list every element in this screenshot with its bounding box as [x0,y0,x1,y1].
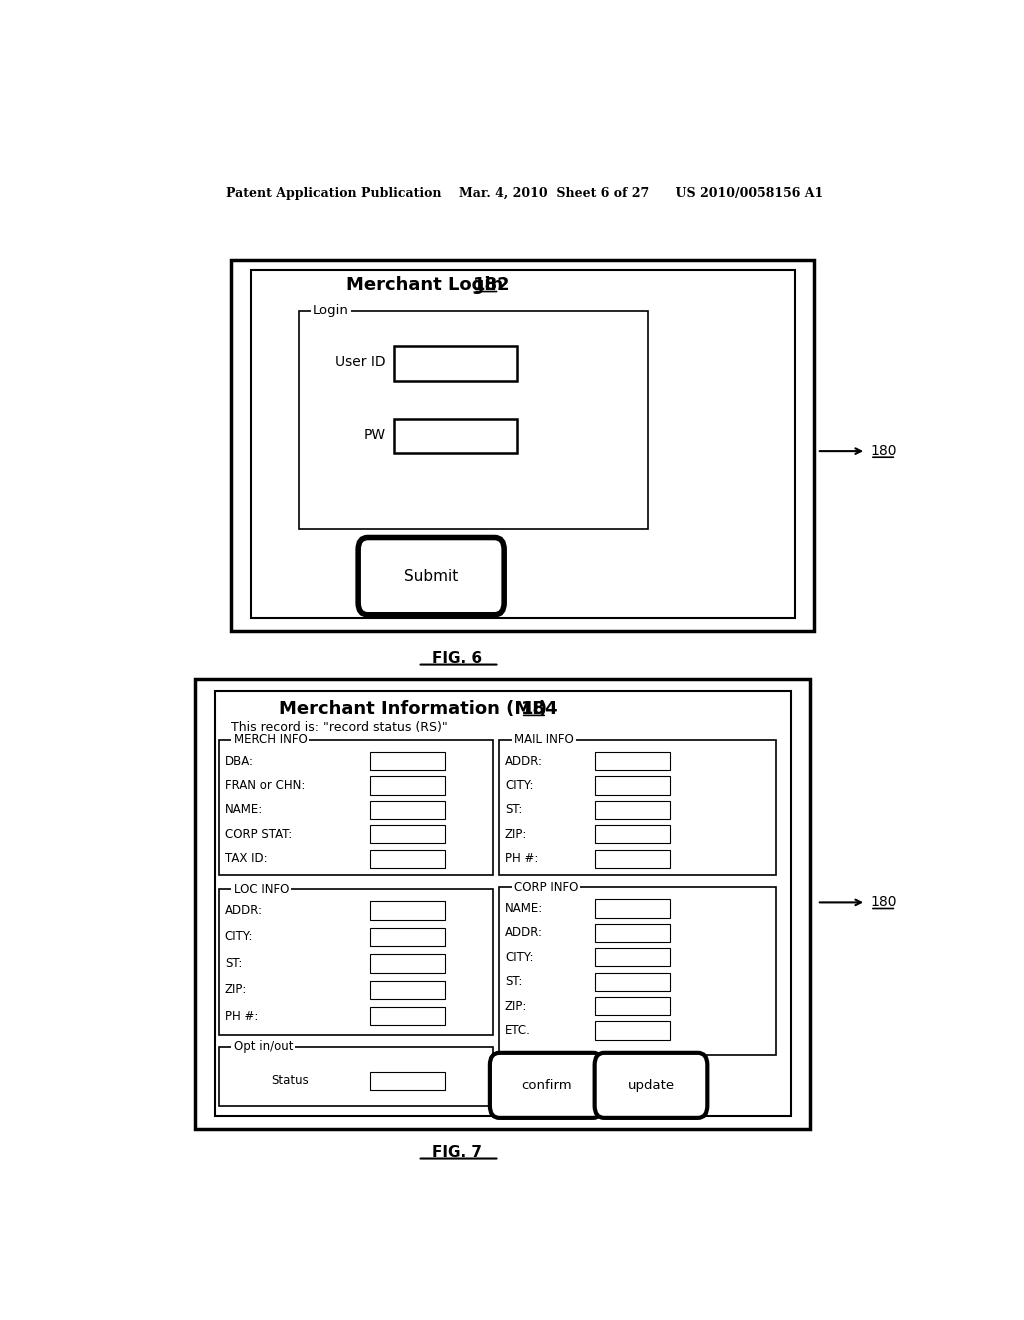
Text: CITY:: CITY: [225,931,253,944]
Bar [500,887,775,1055]
Text: CORP INFO: CORP INFO [514,880,579,894]
Text: Login: Login [313,305,349,317]
Text: DBA:: DBA: [225,755,254,768]
Bar [500,739,775,875]
Text: Status: Status [270,1073,308,1086]
Text: CORP STAT:: CORP STAT: [225,828,292,841]
Text: ST:: ST: [505,804,522,816]
Text: MERCH INFO: MERCH INFO [233,734,307,746]
Text: 184: 184 [521,701,558,718]
Bar [595,1022,670,1040]
Bar [394,346,517,381]
Bar [595,801,670,818]
FancyBboxPatch shape [489,1053,602,1118]
Bar [595,825,670,843]
Bar [370,850,445,867]
Text: ADDR:: ADDR: [225,904,263,917]
Bar [370,1007,445,1026]
Text: 182: 182 [473,276,511,294]
Bar [196,678,811,1129]
Text: ZIP:: ZIP: [225,983,247,997]
Text: NAME:: NAME: [225,804,263,816]
FancyBboxPatch shape [595,1053,708,1118]
Text: PH #:: PH #: [225,1010,258,1023]
Bar [370,954,445,973]
Text: TAX ID:: TAX ID: [225,853,267,865]
FancyBboxPatch shape [358,537,504,615]
Bar [370,981,445,999]
Text: Submit: Submit [404,569,459,583]
Bar [595,948,670,966]
Bar [251,271,795,618]
Text: Patent Application Publication    Mar. 4, 2010  Sheet 6 of 27      US 2010/00581: Patent Application Publication Mar. 4, 2… [226,187,823,201]
Text: ETC.: ETC. [505,1024,530,1038]
Text: FRAN or CHN:: FRAN or CHN: [225,779,305,792]
Bar [370,825,445,843]
Text: confirm: confirm [521,1078,571,1092]
Bar [394,418,517,453]
Bar [595,776,670,795]
Text: ST:: ST: [505,975,522,989]
Text: Merchant Information (MI): Merchant Information (MI) [279,701,547,718]
Bar [595,752,670,771]
Text: ZIP:: ZIP: [505,999,527,1012]
Bar [219,1047,494,1106]
Text: update: update [628,1078,675,1092]
Text: FIG. 6: FIG. 6 [432,651,482,667]
Text: Opt in/out: Opt in/out [233,1040,293,1053]
Bar [595,850,670,867]
Text: PW: PW [364,428,386,442]
Text: ZIP:: ZIP: [505,828,527,841]
Bar [595,924,670,942]
Bar [595,997,670,1015]
Bar [219,739,494,875]
Text: ST:: ST: [225,957,243,970]
Text: LOC INFO: LOC INFO [233,883,289,896]
Text: ADDR:: ADDR: [505,755,543,768]
Bar [370,801,445,818]
Text: 180: 180 [870,895,897,909]
Bar [370,902,445,920]
Bar [595,973,670,991]
Text: User ID: User ID [335,355,386,368]
Bar [595,899,670,917]
Text: Merchant Login: Merchant Login [346,276,504,294]
Bar [370,752,445,771]
Text: MAIL INFO: MAIL INFO [514,734,573,746]
Text: ADDR:: ADDR: [505,927,543,940]
Text: 180: 180 [870,444,897,458]
Text: PH #:: PH #: [505,853,539,865]
Bar [299,312,648,529]
Bar [219,890,494,1035]
Text: FIG. 7: FIG. 7 [432,1144,482,1160]
Text: CITY:: CITY: [505,950,534,964]
Bar [370,1072,445,1090]
Text: NAME:: NAME: [505,902,543,915]
Bar [370,776,445,795]
Bar [370,928,445,946]
Bar [215,690,791,1115]
Text: CITY:: CITY: [505,779,534,792]
Bar [231,260,814,631]
Text: This record is: "record status (RS)": This record is: "record status (RS)" [231,721,447,734]
